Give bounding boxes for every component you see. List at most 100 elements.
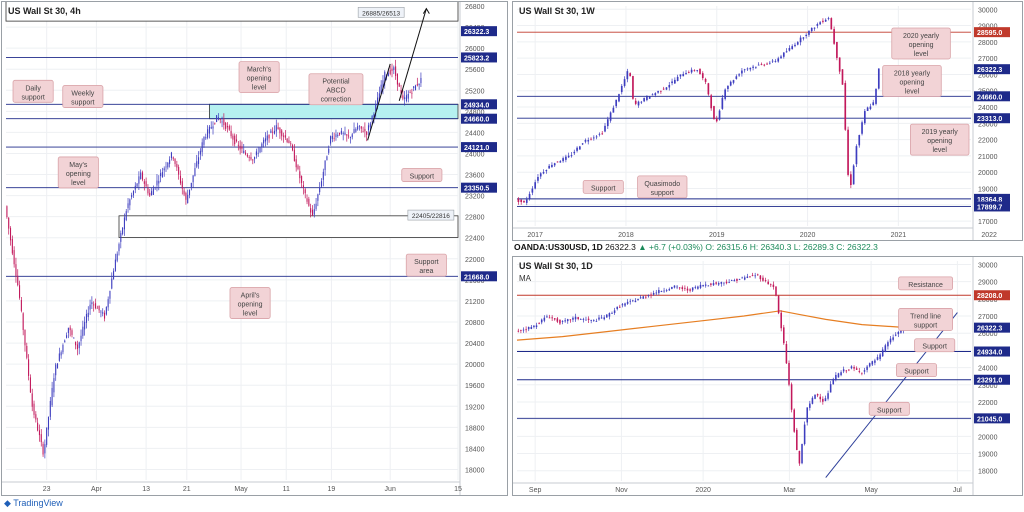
candle-body — [196, 161, 198, 167]
candle-body — [380, 84, 382, 94]
candle-body — [304, 189, 306, 194]
candle-body — [791, 46, 794, 50]
candle-body — [539, 173, 542, 177]
candle-body — [755, 66, 757, 68]
candle-body — [528, 193, 531, 199]
candle-body — [187, 194, 189, 204]
candle-body — [604, 125, 606, 132]
candle-body — [668, 84, 671, 88]
candle-body — [727, 85, 729, 89]
candle-body — [414, 85, 417, 91]
candle-body — [829, 384, 832, 393]
candle-body — [84, 321, 86, 330]
candle-body — [527, 326, 530, 330]
candle-body — [313, 209, 315, 215]
candle-body — [228, 126, 230, 130]
candle-body — [407, 94, 409, 99]
candle-body — [60, 352, 62, 356]
candle-body — [806, 407, 809, 423]
price-tick-label: 24000 — [978, 105, 998, 112]
annotation-text: support — [914, 322, 937, 329]
candle-body — [94, 303, 97, 309]
candle-body — [676, 286, 678, 288]
candle-body — [853, 367, 855, 369]
candle-body — [31, 393, 33, 407]
price-zone — [5, 2, 459, 22]
chart-panel-weekly[interactable]: 3000029000280002700026000250002400023000… — [512, 1, 1023, 241]
candle-body — [404, 97, 406, 100]
candle-body — [263, 139, 265, 144]
candle-body — [832, 378, 835, 385]
candle-body — [29, 377, 31, 393]
price-tick-label: 24800 — [465, 109, 485, 116]
chart-title: US Wall St 30, 1D — [519, 261, 593, 271]
candle-body — [375, 104, 377, 112]
candle-body — [889, 338, 892, 343]
time-tick-label: Apr — [91, 486, 103, 493]
candle-body — [660, 290, 663, 292]
candle-body — [576, 147, 578, 151]
candle-body — [26, 345, 28, 358]
candle-body — [216, 115, 218, 122]
candle-body — [234, 135, 236, 145]
candle-body — [749, 276, 751, 278]
candle-body — [37, 422, 39, 431]
candle-body — [608, 313, 611, 317]
candle-body — [371, 115, 373, 120]
level-price-tag — [974, 374, 1010, 385]
candle-body — [587, 140, 590, 142]
candle-body — [603, 317, 605, 320]
candle-body — [207, 129, 209, 138]
zone-label-text: 22405/22816 — [412, 213, 450, 220]
candle-body — [788, 48, 791, 51]
candle-body — [813, 27, 816, 29]
candle-body — [606, 314, 608, 318]
candle-body — [102, 312, 104, 314]
candle-body — [679, 74, 682, 77]
candle-body — [239, 145, 241, 150]
chart-panel-daily[interactable]: 3000029000280002700026000250002400023000… — [512, 256, 1023, 496]
chart-panel-4h[interactable]: 2680026400260002560025200248002440024000… — [1, 1, 508, 496]
candle-body — [657, 91, 659, 93]
tradingview-logo[interactable]: ◆ TradingView — [4, 498, 63, 509]
annotation-text: May's — [69, 162, 88, 169]
annotation-text: March's — [247, 67, 272, 74]
candle-body — [225, 122, 227, 129]
price-tick-label: 24000 — [978, 366, 998, 373]
candle-body — [93, 304, 95, 306]
price-tick-label: 19000 — [978, 452, 998, 459]
candle-body — [850, 366, 853, 369]
candle-body — [863, 111, 866, 124]
annotation-callout — [57, 156, 99, 189]
candle-body — [606, 119, 609, 127]
candle-body — [212, 126, 214, 129]
candle-body — [615, 99, 618, 107]
candle-body — [620, 85, 623, 93]
candle-body — [699, 68, 701, 75]
candle-body — [690, 69, 693, 73]
candle-body — [145, 181, 147, 187]
candle-body — [582, 318, 585, 320]
time-tick-label: 21 — [183, 486, 191, 493]
candle-body — [270, 130, 272, 133]
candle-body — [87, 312, 89, 318]
candle-body — [114, 259, 116, 272]
price-tick-label: 22000 — [978, 400, 998, 407]
candle-body — [413, 86, 415, 88]
level-price-tag — [974, 27, 1010, 38]
annotation-text: opening — [927, 138, 952, 145]
candle-body — [699, 284, 702, 288]
candle-body — [284, 135, 286, 138]
candle-body — [127, 203, 129, 208]
candle-body — [788, 363, 790, 385]
candle-body — [64, 340, 66, 343]
candle-body — [732, 80, 735, 83]
price-tick-label: 24400 — [465, 130, 485, 137]
annotation-text: Support — [922, 344, 947, 351]
ohlc-high: H: 26340.3 — [749, 242, 792, 252]
candle-body — [113, 270, 115, 280]
zone-label-box — [357, 7, 405, 18]
annotation-callout — [582, 179, 624, 194]
candle-body — [219, 119, 221, 120]
candle-body — [858, 135, 861, 146]
